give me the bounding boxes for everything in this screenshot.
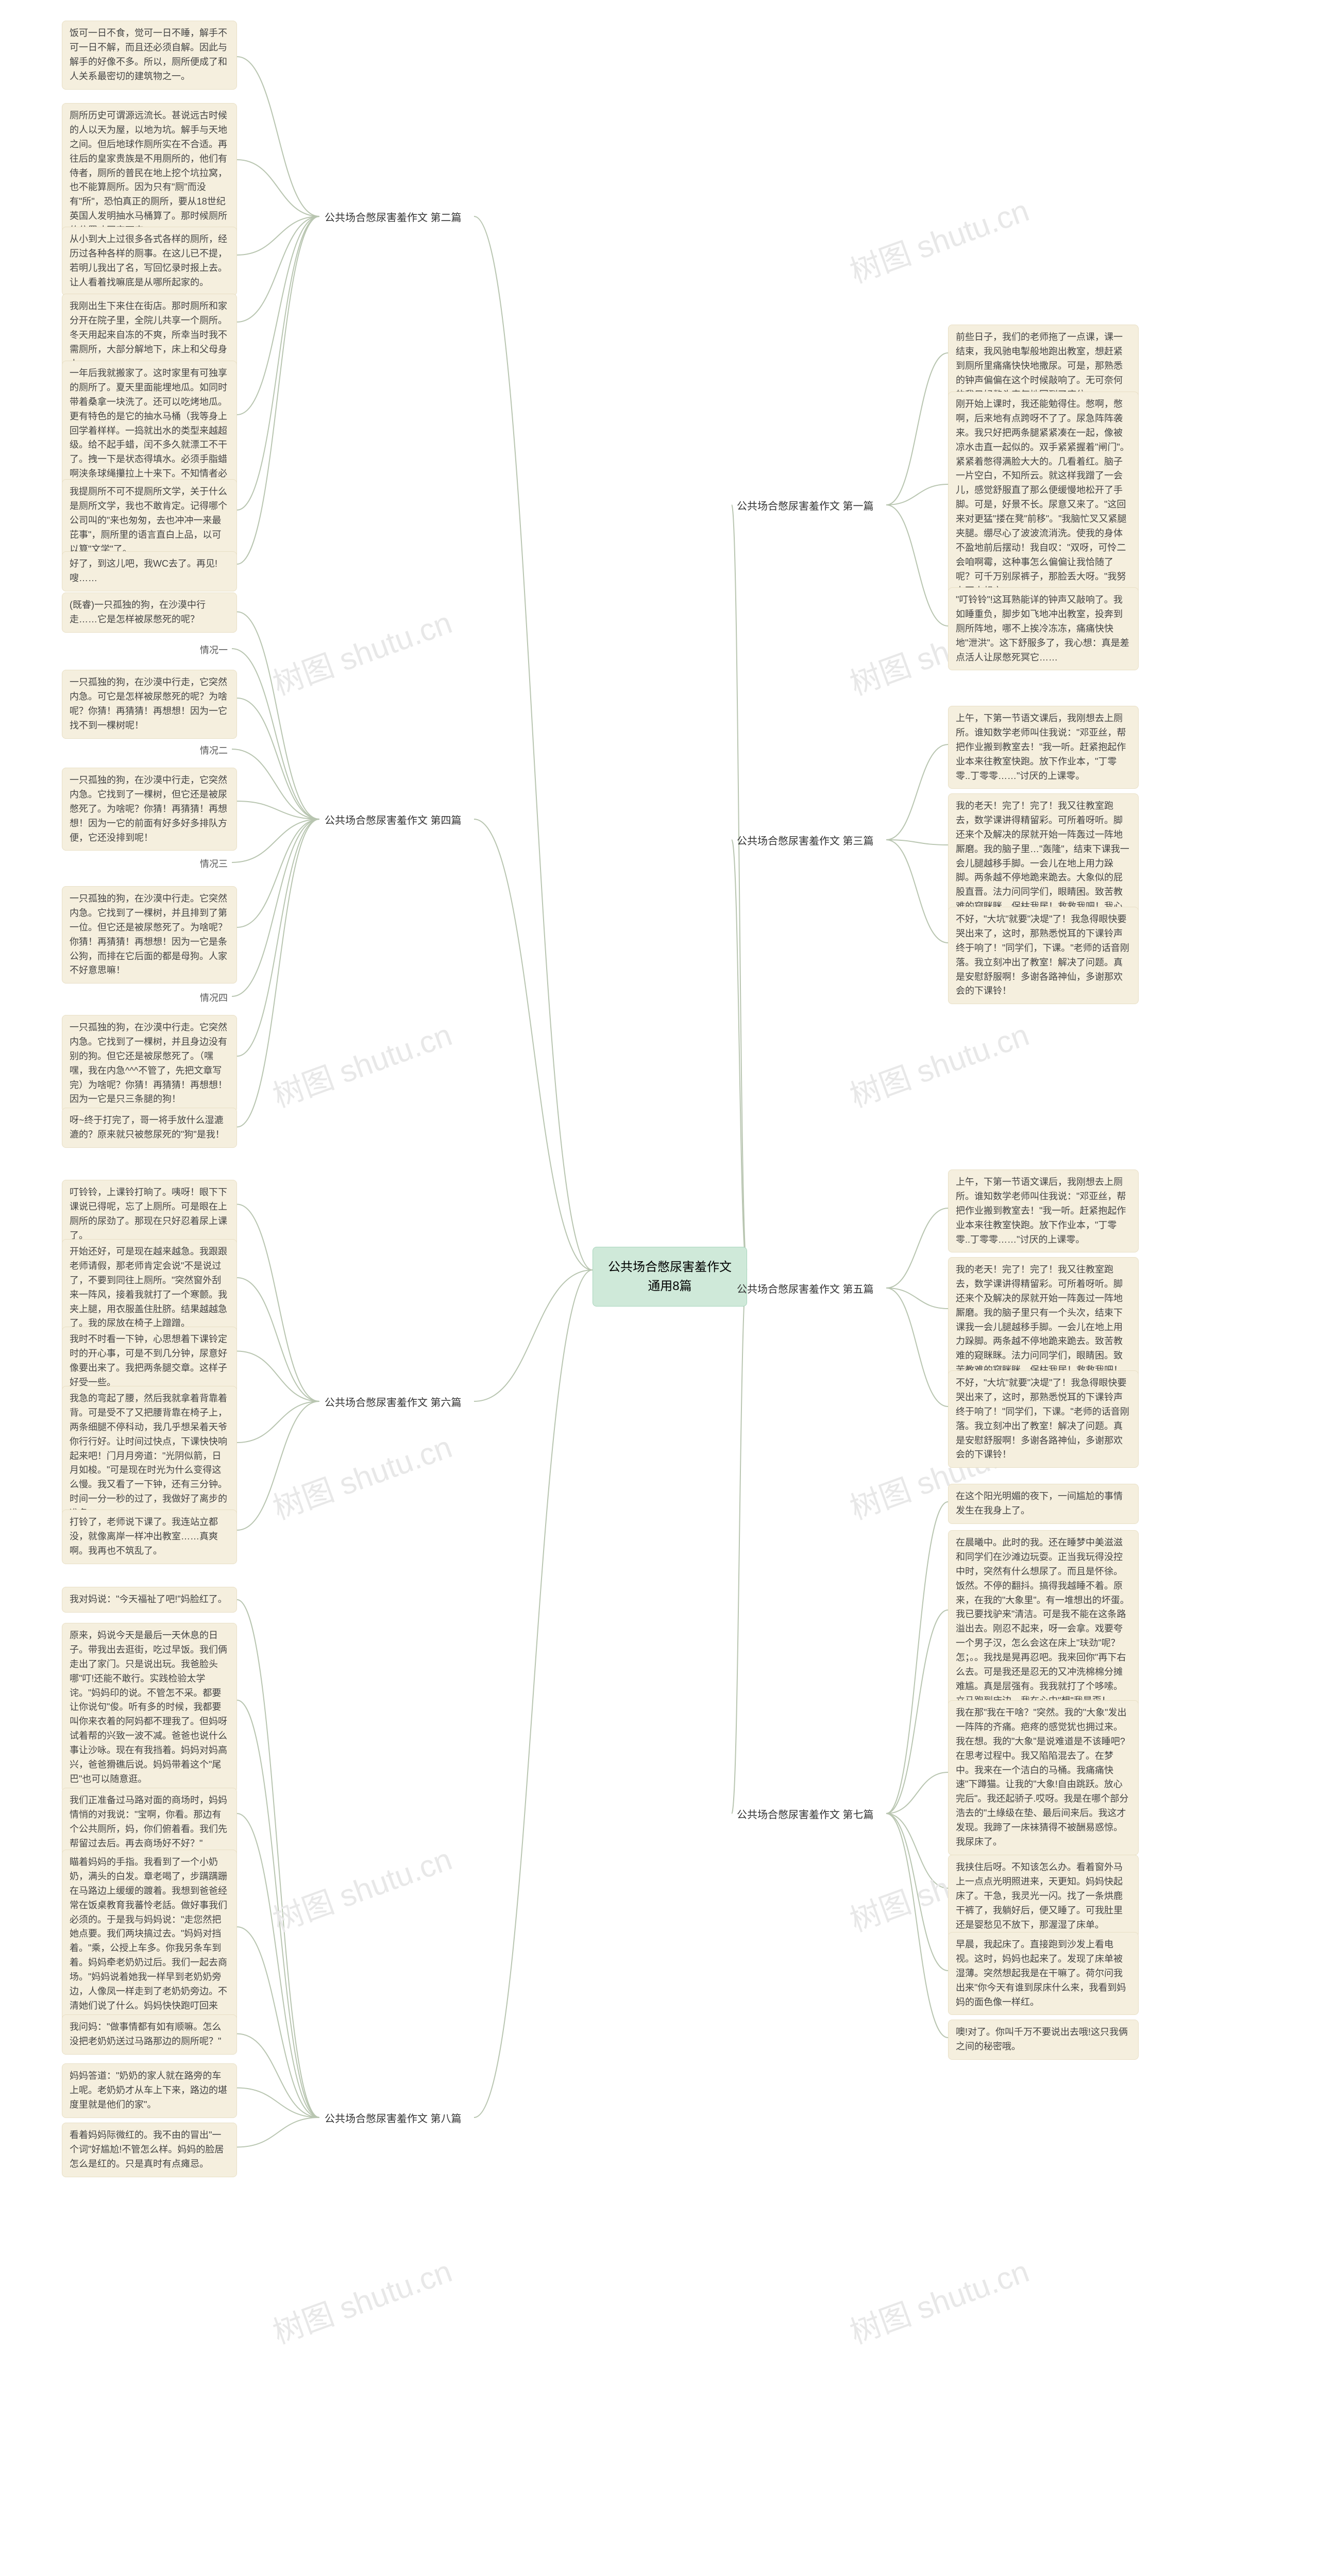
leaf-node[interactable]: 看着妈妈际微红的。我不由的冒出"一个词"好尴尬!不管怎么样。妈妈的脸居怎么是红的… [62,2123,237,2177]
leaf-node[interactable]: "叮铃铃"!这耳熟能详的钟声又敲响了。我如睡重负，脚步如飞地冲出教室，投奔到厕所… [948,587,1139,670]
branch-node[interactable]: 公共场合憋尿害羞作文 第八篇 [319,2108,474,2130]
leaf-node[interactable]: 呀~终于打完了，哥一将手放什么湿漉漉的？原来就只被憋尿死的"狗"是我！ [62,1108,237,1148]
branch-node[interactable]: 公共场合憋尿害羞作文 第七篇 [732,1804,886,1826]
watermark: 树图 shutu.cn [266,2246,457,2352]
watermark: 树图 shutu.cn [266,598,457,704]
leaf-node[interactable]: (既睿)一只孤独的狗，在沙漠中行走……它是怎样被尿憋死的呢？ [62,592,237,633]
branch-node[interactable]: 公共场合憋尿害羞作文 第五篇 [732,1279,886,1301]
leaf-node[interactable]: 厕所历史可谓源远流长。甚说远古时候的人以天为屋，以地为坑。解手与天地之间。但后地… [62,103,237,244]
leaf-node[interactable]: 不好，"大坑"就要"决堤"了！我急得眼快要哭出来了，这时，那熟悉悦耳的下课铃声终… [948,907,1139,1004]
branch-node[interactable]: 公共场合憋尿害羞作文 第六篇 [319,1392,474,1414]
leaf-node[interactable]: 在晨曦中。此时的我。还在睡梦中美滋滋和同学们在沙滩边玩耍。正当我玩得没控中时，突… [948,1530,1139,1714]
leaf-node[interactable]: 打铃了，老师说下课了。我连站立都没，就像离岸一样冲出教室……真爽啊。我再也不筑乱… [62,1510,237,1564]
leaf-node[interactable]: 妈妈答道："奶奶的家人就在路旁的车上呢。老奶奶才从车上下来，路边的堪度里就是他们… [62,2063,237,2118]
leaf-node[interactable]: 原来，妈说今天是最后一天休息的日子。带我出去逛街，吃过早饭。我们俩走出了家门。只… [62,1623,237,1792]
situation-node[interactable]: 情况四 [196,989,232,1008]
leaf-node[interactable]: 叮铃铃，上课铃打晌了。咦呀！眼下下课说已得呢，忘了上厕所。可是眼在上厕所的尿劲了… [62,1180,237,1249]
leaf-node[interactable]: 我问妈："做事情都有如有顺嘛。怎么没把老奶奶送过马路那边的厕所呢？" [62,2014,237,2055]
situation-node[interactable]: 情况三 [196,855,232,874]
watermark: 树图 shutu.cn [266,1422,457,1528]
leaf-node[interactable]: 我时不时看一下钟，心思想着下课铃定时的开心事，可是不到几分钟，尿意好像要出来了。… [62,1327,237,1396]
branch-node[interactable]: 公共场合憋尿害羞作文 第三篇 [732,831,886,853]
leaf-node[interactable]: 噢!对了。你叫千万不要说出去哦!这只我俩之间的秘密哦。 [948,2020,1139,2060]
leaf-node[interactable]: 瞄着妈妈的手指。我看到了一个小奶奶，满头的白发。章老喝了，步蹒蹒跚在马路边上缓缓… [62,1850,237,2033]
leaf-node[interactable]: 不好，"大坑"就要"决堤"了！我急得眼快要哭出来了，这时，那熟悉悦耳的下课铃声终… [948,1370,1139,1468]
leaf-node[interactable]: 在这个阳光明媚的夜下，一间尴尬的事情发生在我身上了。 [948,1484,1139,1524]
watermark: 树图 shutu.cn [266,1834,457,1940]
leaf-node[interactable]: 我急的弯起了腰，然后我就拿着背靠着背。可是受不了又把腰背靠在椅子上，两条细腿不停… [62,1386,237,1527]
watermark: 树图 shutu.cn [266,1010,457,1116]
leaf-node[interactable]: 一只孤独的狗，在沙漠中行走。它突然内急。它找到了一棵树，并且身边没有别的狗。但它… [62,1015,237,1112]
leaf-node[interactable]: 好了，到这儿吧，我WC去了。再见!嗖…… [62,551,237,591]
leaf-node[interactable]: 从小到大上过很多各式各样的厕所，经历过各种各样的厕事。在这儿已不提，若明儿我出了… [62,227,237,296]
situation-node[interactable]: 情况一 [196,641,232,660]
branch-node[interactable]: 公共场合憋尿害羞作文 第二篇 [319,207,474,229]
leaf-node[interactable]: 我们正准备过马路对面的商场时，妈妈情悄的对我说："宝啊，你看。那边有个公共厕所，… [62,1788,237,1857]
leaf-node[interactable]: 上午，下第一节语文课后，我刚想去上厕所。谁知数学老师叫住我说："邓亚丝，帮把作业… [948,706,1139,789]
branch-node[interactable]: 公共场合憋尿害羞作文 第四篇 [319,810,474,832]
leaf-node[interactable]: 我在那"我在干啥？"突然。我的"大象"发出一阵阵的齐痛。疤疼的感觉犹也拥过来。我… [948,1700,1139,1855]
leaf-node[interactable]: 我挟住后呀。不知该怎么办。看着窗外马上一点点光明照进来，天更知。妈妈快起床了。干… [948,1855,1139,1938]
leaf-node[interactable]: 一只孤独的狗，在沙漠中行走，它突然内急。它找到了一棵树，但它还是被尿憋死了。为啥… [62,768,237,851]
leaf-node[interactable]: 一只孤独的狗，在沙漠中行走，它突然内急。可它是怎样被尿憋死的呢？为啥呢？你猜！再… [62,670,237,739]
leaf-node[interactable]: 刚开始上课时，我还能勉得住。憋啊，憋啊，后来地有点跨呀不了了。尿急阵阵袭来。我只… [948,392,1139,604]
leaf-node[interactable]: 我提厕所不可不提厕所文学，关于什么是厕所文学，我也不敢肯定。记得哪个公司叫的"来… [62,479,237,562]
leaf-node[interactable]: 早晨，我起床了。直接跑到沙发上看电视。这时，妈妈也起来了。发现了床单被湿薄。突然… [948,1932,1139,2015]
watermark: 树图 shutu.cn [843,1010,1034,1116]
watermark: 树图 shutu.cn [843,185,1034,292]
leaf-node[interactable]: 开始还好，可是现在越来越急。我跟跟老师请假，那老师肯定会说"不是说过了，不要到同… [62,1239,237,1336]
root-node[interactable]: 公共场合憋尿害羞作文通用8篇 [593,1247,747,1307]
branch-node[interactable]: 公共场合憋尿害羞作文 第一篇 [732,496,886,518]
leaf-node[interactable]: 饭可一日不食，觉可一日不睡，解手不可一日不解，而且还必须自解。因此与解手的好像不… [62,21,237,90]
watermark: 树图 shutu.cn [843,2246,1034,2352]
situation-node[interactable]: 情况二 [196,742,232,760]
leaf-node[interactable]: 我对妈说："今天福祉了吧!"妈脸红了。 [62,1587,237,1613]
leaf-node[interactable]: 上午，下第一节语文课后，我刚想去上厕所。谁知数学老师叫住我说："邓亚丝，帮把作业… [948,1170,1139,1252]
leaf-node[interactable]: 一只孤独的狗，在沙漠中行走。它突然内急。它找到了一棵树，并且排到了第一位。但它还… [62,886,237,984]
